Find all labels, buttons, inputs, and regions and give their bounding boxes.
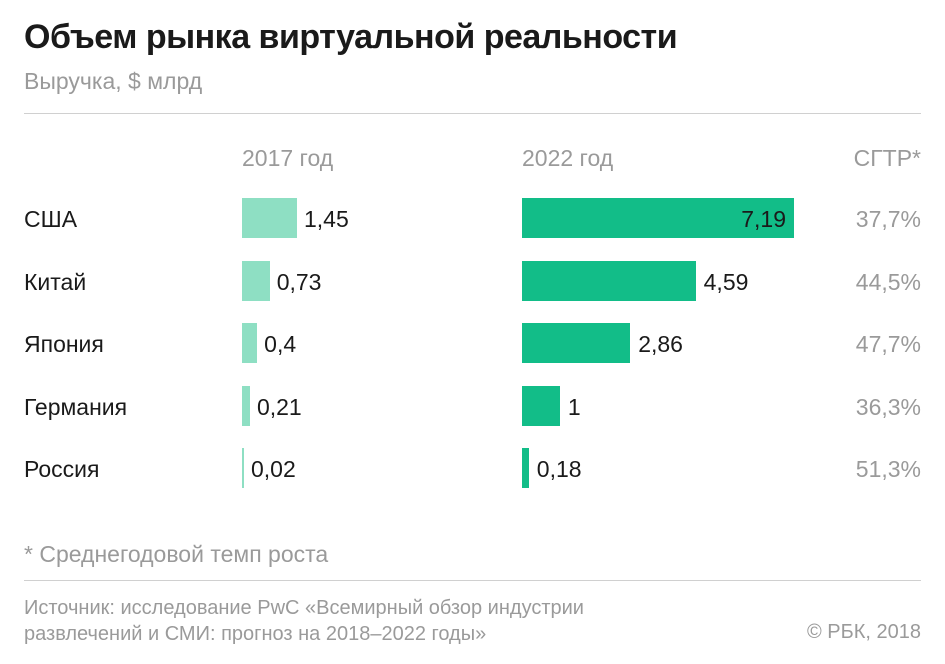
row-label: Россия [24, 456, 100, 482]
value-label-2017: 0,4 [264, 331, 297, 357]
value-label-2022: 0,18 [536, 456, 582, 482]
row-label: Китай [24, 268, 87, 295]
source-note: Источник: исследование PwC «Всемирный об… [24, 595, 584, 647]
cagr-value: 37,7% [855, 206, 921, 232]
top-divider [24, 113, 921, 114]
bar-2017 [242, 198, 297, 238]
column-header-2022: 2022 год [522, 145, 614, 171]
bar-2022 [522, 323, 631, 363]
copyright: © РБК, 2018 [806, 621, 921, 643]
value-label-2017: 0,21 [256, 393, 302, 420]
value-label-2017: 0,73 [276, 268, 322, 295]
cagr-value: 47,7% [855, 331, 921, 357]
column-header-cagr: СГТР* [853, 145, 921, 171]
chart-subtitle: Выручка, $ млрд [24, 68, 203, 94]
source-line: Источник: исследование PwC «Всемирный об… [24, 597, 584, 619]
chart-title: Объем рынка виртуальной реальности [24, 18, 678, 56]
row-label: Германия [24, 393, 128, 420]
bar-2022 [522, 198, 794, 238]
value-label-2022: 1 [567, 393, 581, 420]
value-label-2017: 0,02 [251, 456, 296, 482]
value-label-2022: 7,19 [741, 206, 786, 232]
bar-2022 [522, 448, 529, 488]
bar-2017 [242, 448, 244, 488]
row-label: США [24, 206, 78, 232]
bar-2022 [522, 260, 696, 301]
bottom-divider [24, 580, 921, 581]
bar-2017 [242, 260, 270, 301]
bar-2022 [522, 385, 560, 426]
value-label-2017: 1,45 [304, 206, 349, 232]
value-label-2022: 2,86 [638, 331, 683, 357]
value-label-2022: 4,59 [703, 268, 749, 295]
cagr-value: 51,3% [855, 456, 921, 482]
bar-2017 [242, 385, 250, 426]
cagr-value: 36,3% [855, 393, 921, 420]
cagr-value: 44,5% [855, 268, 921, 295]
bar-2017 [242, 323, 258, 363]
source-line: развлечений и СМИ: прогноз на 2018–2022 … [24, 623, 487, 645]
row-label: Япония [24, 331, 104, 357]
column-header-2017: 2017 год [242, 145, 334, 171]
footnote: * Среднегодовой темп роста [24, 541, 329, 567]
